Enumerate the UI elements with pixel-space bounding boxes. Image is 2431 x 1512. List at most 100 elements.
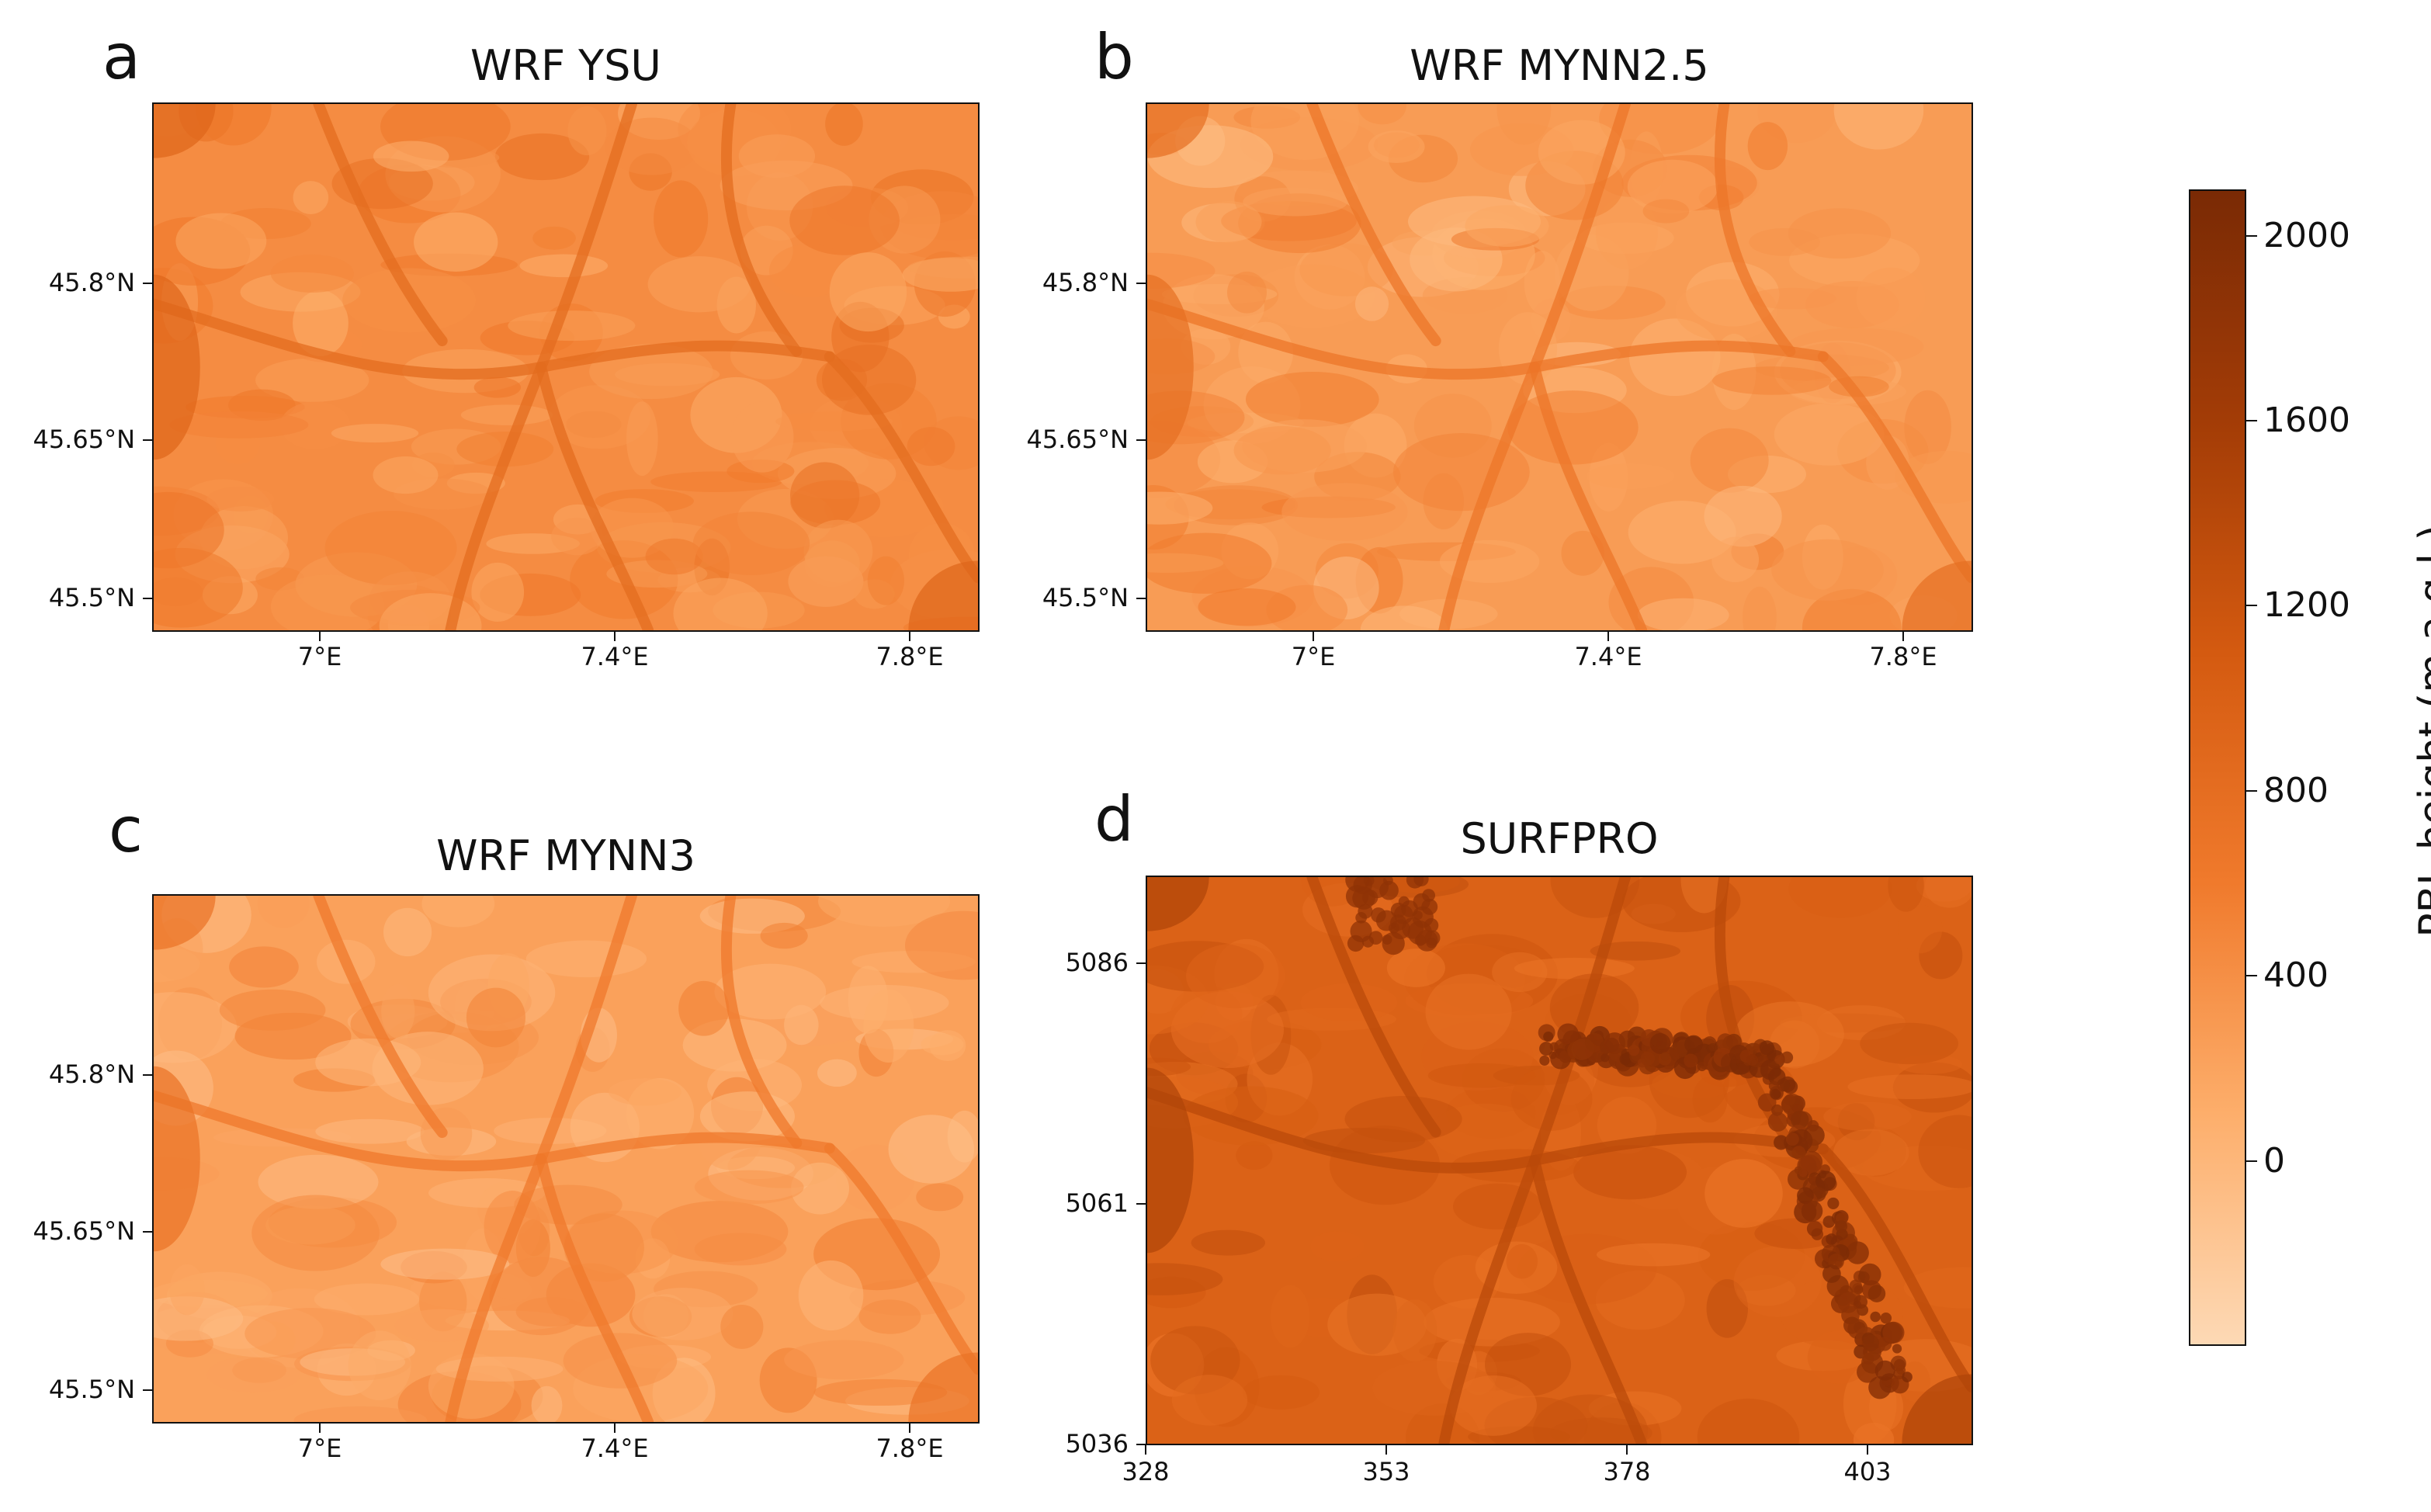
field-patch [1360,605,1448,630]
field-patch [1195,200,1262,243]
field-speckle [1896,1365,1906,1375]
field-patch [1147,1263,1223,1295]
field-speckle [1835,1220,1848,1233]
field-patch [466,987,525,1048]
field-edge [1147,274,1194,460]
colorbar-tick-mark [2246,975,2257,977]
field-patch [921,1034,964,1056]
field-patch [1774,403,1885,466]
field-valley [536,896,637,1164]
colorbar-tick-label: 1600 [2263,401,2350,440]
panel-c-title: WRF MYNN3 [436,831,695,880]
field-patch [1147,491,1213,525]
field-valley [445,362,547,630]
field-edge [1147,877,1209,931]
field-speckle [1785,1132,1799,1146]
field-patch [1573,1145,1687,1200]
panel-c-ytick-3: 45.5°N [48,1375,135,1404]
field-patch [154,577,203,607]
field-patch [694,1170,804,1205]
panel-c-map[interactable] [152,894,980,1424]
panel-d-map[interactable] [1146,876,1973,1445]
field-patch [1904,390,1951,464]
field-valley [536,104,637,373]
field-patch [673,577,768,630]
field-speckle [1649,1032,1671,1054]
panel-c-field [154,896,978,1422]
colorbar-tick-mark [2246,789,2257,792]
field-speckle [1768,1080,1779,1091]
field-patch [1147,252,1216,289]
colorbar-tick-label: 2000 [2263,215,2350,255]
field-patch [255,358,369,402]
field-patch [394,1309,489,1342]
field-patch [251,1195,380,1271]
field-patch [421,896,495,928]
field-edge [1902,560,1972,630]
panel-d-xtick-mark-3 [1626,1445,1628,1455]
field-patch [1888,877,1924,912]
field-patch [1236,1141,1273,1170]
field-patch [1807,1330,1872,1384]
field-patch [1642,199,1690,224]
field-patch [1524,250,1561,314]
field-patch [1833,104,1924,150]
field-patch [738,134,816,179]
field-patch [1743,586,1777,630]
panel-d-letter: d [1094,783,1134,855]
panel-d-title: SURFPRO [1460,814,1659,863]
field-patch [1899,1361,1930,1402]
field-patch [1191,1229,1266,1256]
panel-a-map[interactable] [152,102,980,632]
panel-b-xtick-3: 7.8°E [1869,642,1937,671]
field-patch [608,1078,682,1106]
field-speckle [1822,1215,1836,1228]
panel-d-xtick-2: 353 [1362,1457,1410,1486]
field-valley [1529,362,1648,630]
panel-d-ytick-mark-3 [1136,1444,1146,1445]
field-patch [1245,371,1379,427]
field-patch [314,1283,420,1316]
field-patch [1465,205,1549,248]
field-patch [566,411,622,439]
field-speckle [1600,1053,1610,1063]
field-patch [1847,1074,1972,1100]
field-patch [1596,1243,1711,1267]
field-patch [626,401,658,477]
panel-b-map[interactable] [1146,102,1973,632]
panel-a-xtick-mark-1 [319,632,321,641]
field-patch [1916,877,1972,902]
field-patch [414,212,498,272]
panel-a-ytick-mark-3 [143,598,152,599]
field-patch [270,574,385,630]
field-patch [818,896,951,927]
field-patch [804,540,860,588]
field-speckle [1413,877,1429,887]
field-patch [315,1118,425,1144]
field-speckle [1424,917,1439,933]
panel-a-xtick-1: 7°E [297,642,342,671]
field-patch [1227,271,1268,314]
field-patch [1183,1086,1319,1146]
field-patch [858,1299,921,1334]
colorbar-tick-mark [2246,605,2257,607]
field-valley [154,1090,835,1172]
field-speckle [1837,1292,1859,1313]
panel-a-field [154,104,978,630]
panel-c-ytick-2: 45.65°N [33,1216,135,1246]
field-speckle [1781,1094,1804,1116]
panel-c-ytick-mark-3 [143,1389,152,1391]
field-speckle [1539,1055,1550,1066]
panel-b-ytick-mark-2 [1136,439,1146,441]
field-speckle [1859,1263,1881,1286]
field-patch [1856,267,1926,329]
field-speckle [1421,898,1438,915]
panel-b-letter: b [1094,21,1134,93]
field-speckle [1801,1200,1823,1222]
panel-c-ytick-mark-2 [143,1231,152,1233]
field-valley [1529,877,1631,1166]
field-patch [1627,159,1718,214]
panel-c-xtick-mark-1 [319,1424,321,1433]
field-patch [1242,1375,1320,1410]
panel-d-field [1147,877,1972,1444]
